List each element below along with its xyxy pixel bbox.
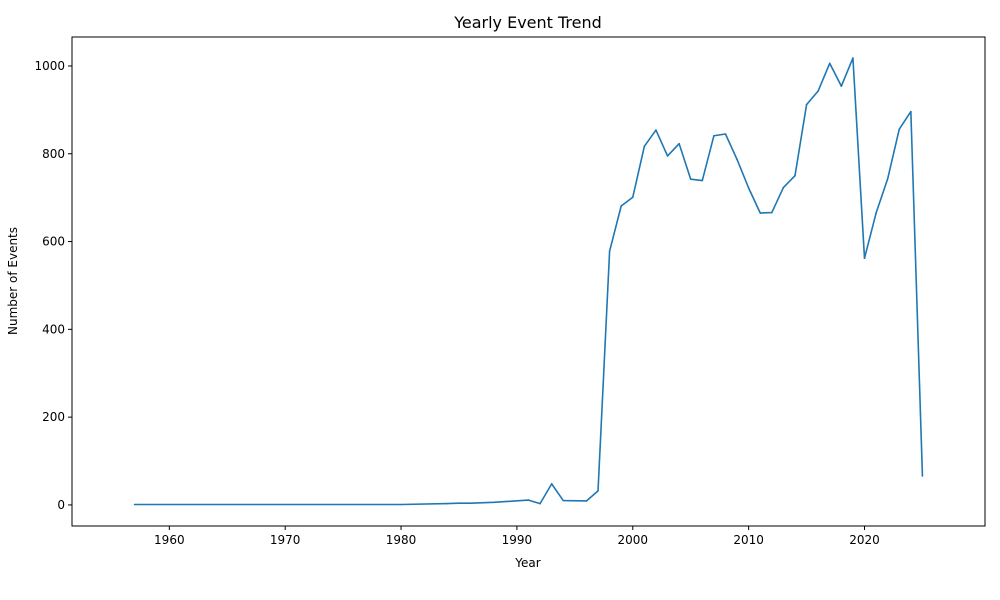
data-point	[469, 502, 472, 504]
data-point	[585, 500, 588, 502]
data-point	[724, 133, 727, 135]
data-point	[782, 186, 785, 189]
data-point	[620, 205, 622, 207]
plot-frame	[71, 36, 986, 527]
data-point	[608, 250, 611, 253]
data-point	[875, 212, 877, 214]
data-point	[701, 179, 704, 182]
data-point	[898, 128, 901, 130]
data-point	[643, 145, 646, 148]
x-tick-label: 2020	[849, 533, 880, 547]
data-point	[492, 501, 495, 504]
y-tick-label: 600	[42, 235, 65, 249]
y-tick-label: 0	[57, 498, 65, 512]
data-point	[771, 211, 773, 214]
data-point	[655, 129, 657, 131]
x-tick-label: 2010	[733, 533, 764, 547]
y-tick-label: 800	[42, 147, 65, 161]
y-tick-label: 200	[42, 410, 65, 424]
data-point	[863, 257, 866, 260]
data-point	[736, 158, 738, 161]
data-point	[446, 502, 449, 505]
data-point	[133, 503, 136, 506]
data-point	[910, 110, 912, 113]
data-point	[550, 483, 553, 485]
x-tick-label: 1990	[502, 533, 533, 547]
data-point	[631, 196, 634, 199]
x-tick-label: 1980	[386, 533, 417, 547]
data-point	[747, 187, 750, 189]
x-tick-label: 1970	[270, 533, 301, 547]
plot-area	[71, 36, 986, 527]
data-point	[539, 502, 541, 505]
x-tick-label: 2000	[618, 533, 649, 547]
series-layer	[133, 57, 924, 506]
data-point	[921, 475, 924, 477]
data-point	[794, 174, 796, 177]
y-axis: 0 200 400 600 800 1000	[34, 59, 72, 512]
data-point	[597, 490, 599, 492]
x-axis-label: Year	[514, 556, 540, 570]
data-point	[562, 499, 565, 502]
y-axis-label: Number of Events	[6, 227, 20, 335]
data-point	[458, 502, 460, 504]
x-axis: 1960 1970 1980 1990 2000 2010 2020	[154, 526, 880, 547]
data-point	[805, 103, 808, 106]
data-point	[527, 499, 530, 501]
data-point	[840, 85, 843, 87]
data-point	[759, 212, 762, 214]
data-point	[817, 90, 819, 92]
data-point	[400, 503, 402, 506]
data-point	[666, 155, 669, 157]
series-line	[134, 57, 924, 506]
y-tick-label: 400	[42, 322, 65, 336]
data-point	[713, 134, 715, 137]
y-tick-label: 1000	[34, 59, 65, 73]
data-point	[886, 177, 889, 180]
x-tick-label: 1960	[154, 533, 185, 547]
data-point	[678, 142, 680, 145]
data-point	[852, 57, 854, 59]
data-point	[689, 178, 692, 181]
chart-title: Yearly Event Trend	[453, 13, 602, 32]
data-point	[828, 62, 831, 65]
